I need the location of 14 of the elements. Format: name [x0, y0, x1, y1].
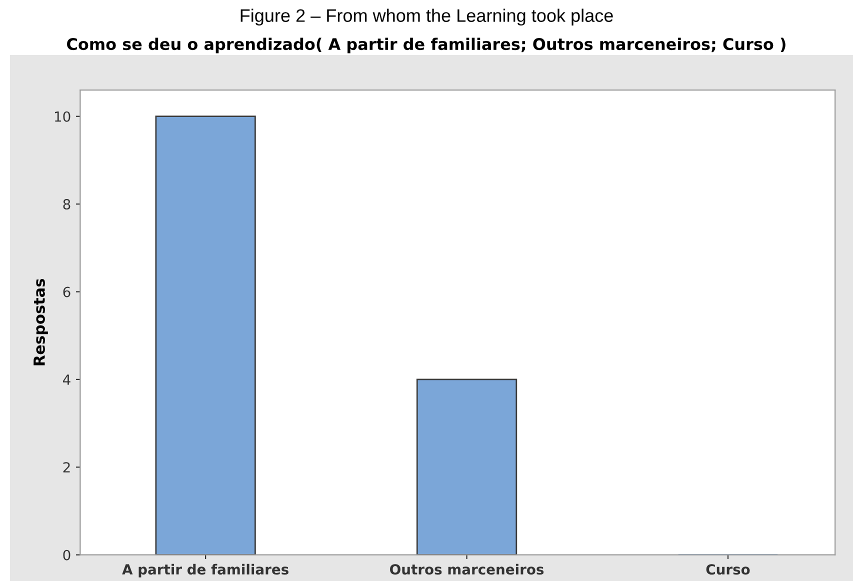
y-tick-label: 6 — [63, 286, 70, 298]
bar — [155, 116, 256, 555]
y-tick-label: 4 — [62, 374, 70, 385]
chart-title: Figure 2 – From whom the Learning took place — [240, 8, 613, 26]
y-tick-label: 0 — [63, 550, 70, 560]
y-tick-label: 8 — [63, 199, 70, 210]
bar — [416, 378, 518, 555]
x-tick-label: A partir de familiares — [122, 564, 288, 578]
x-tick-label: Curso — [706, 564, 750, 575]
y-tick-label: 2 — [63, 462, 70, 472]
y-tick-label: 10 — [55, 111, 70, 122]
x-tick-label: Outros marceneiros — [390, 564, 544, 575]
y-axis-title: Respostas — [34, 278, 48, 366]
chart-subtitle: Como se deu o aprendizado( A partir de familiares; Outros marceneiros; Curso ) — [67, 38, 786, 54]
